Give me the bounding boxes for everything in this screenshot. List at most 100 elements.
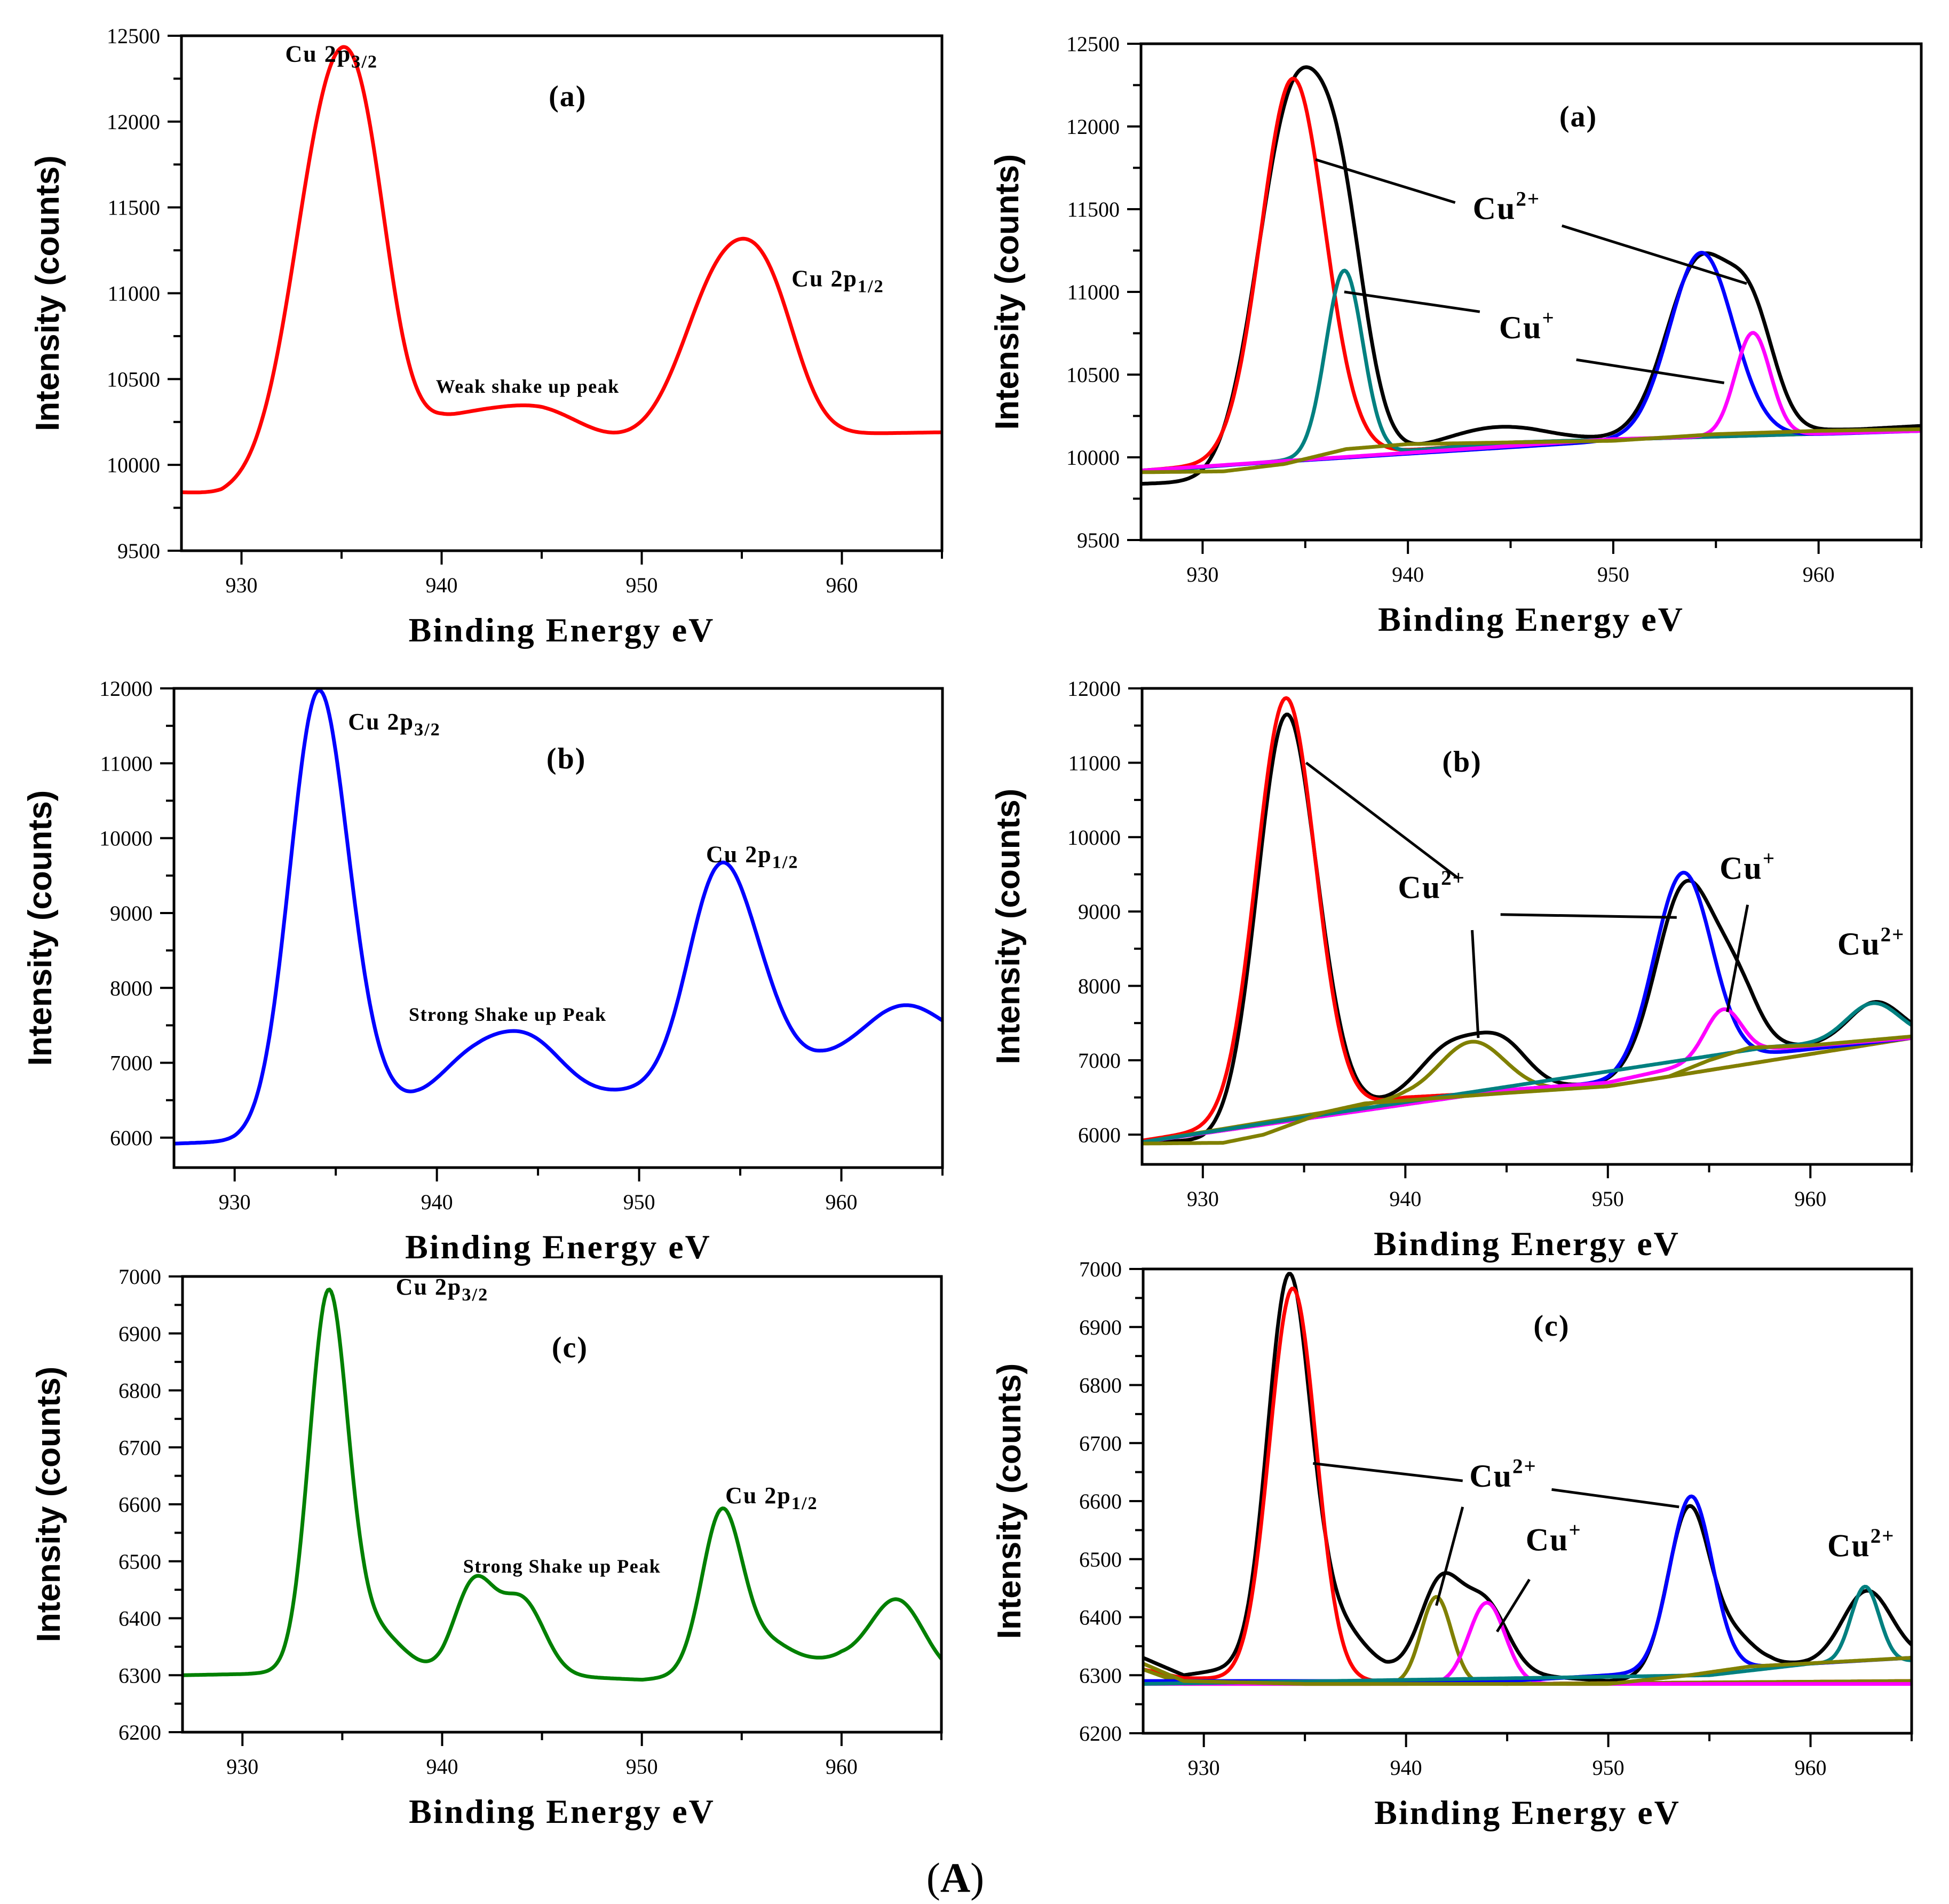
shake-up-label: Strong Shake up Peak	[409, 1004, 606, 1025]
chart-raw-b: 930 940 950 960 6000 7000 8000 9000 10000 11000 12…	[22, 677, 944, 1266]
y-tick-label: 10500	[1066, 363, 1120, 387]
y-tick-label: 6600	[118, 1493, 161, 1517]
y-tick-label: 6400	[1079, 1606, 1122, 1630]
y-tick-label: 6900	[1079, 1315, 1122, 1339]
y-tick-label: 10000	[107, 453, 160, 477]
y-tick-label: 6800	[118, 1379, 161, 1403]
leader-line	[1726, 905, 1749, 1012]
x-tick-label: 940	[1390, 1756, 1422, 1780]
series-line-1	[1143, 1272, 1912, 1683]
y-tick-label: 11000	[1067, 280, 1120, 304]
series-line-4	[1141, 251, 1921, 473]
leader-line	[1576, 358, 1725, 384]
x-axis-label: Binding Energy eV	[409, 611, 715, 649]
leader-line	[1344, 290, 1480, 313]
x-tick-label: 930	[226, 1755, 258, 1779]
shake-up-label: Strong Shake up Peak	[463, 1556, 661, 1577]
x-tick-label: 940	[426, 573, 458, 597]
series-line-1	[174, 688, 942, 1146]
chart-raw-c: 930 940 950 960 6200 6300 6400 6500 6600 6700 6800…	[30, 1265, 943, 1830]
y-tick-label: 12500	[1066, 32, 1120, 56]
y-tick-label: 6900	[118, 1322, 161, 1346]
species-label: Cu2+	[1469, 1455, 1536, 1494]
series-line-1	[1141, 65, 1921, 486]
series-line-1	[1142, 712, 1912, 1144]
y-tick-label: 12000	[1067, 677, 1121, 701]
leader-line	[1500, 913, 1677, 919]
y-tick-label: 10000	[99, 827, 153, 851]
y-tick-label: 7000	[110, 1051, 153, 1075]
x-tick-label: 960	[826, 1755, 858, 1779]
leader-line	[1315, 158, 1456, 204]
y-tick-label: 6700	[118, 1435, 161, 1459]
x-tick-label: 950	[626, 573, 658, 597]
y-tick-label: 6000	[1078, 1123, 1121, 1147]
figure-label: (A)	[926, 1854, 984, 1901]
y-tick-label: 10500	[107, 367, 160, 391]
x-tick-label: 930	[226, 573, 258, 597]
y-tick-label: 6800	[1079, 1374, 1122, 1398]
y-tick-label: 9000	[1078, 900, 1121, 924]
chart-raw-a: 930 940 950 960 9500 10000 10500 11000 11500 1200…	[29, 24, 944, 649]
series-line-6	[1142, 1001, 1912, 1144]
series-line-2	[1141, 76, 1921, 473]
series-line-1	[181, 45, 942, 495]
y-tick-label: 9500	[117, 539, 160, 563]
panel-label: (a)	[1559, 100, 1597, 133]
species-label: Cu+	[1720, 847, 1776, 886]
x-tick-label: 950	[626, 1755, 658, 1779]
y-tick-label: 10000	[1067, 826, 1121, 850]
panel-label: (c)	[552, 1331, 588, 1364]
y-tick-label: 6600	[1079, 1489, 1122, 1513]
series-line-4	[1143, 1601, 1912, 1686]
series-line-7	[1143, 1656, 1912, 1686]
series-line-2	[1142, 696, 1912, 1143]
y-tick-label: 11000	[1068, 751, 1121, 775]
x-tick-label: 930	[219, 1190, 251, 1214]
y-tick-label: 6500	[118, 1550, 161, 1574]
y-tick-label: 6200	[1079, 1721, 1122, 1746]
peak-label: Cu 2p3/2	[285, 41, 378, 72]
y-tick-label: 6700	[1079, 1431, 1122, 1455]
y-axis-label: Intensity (counts)	[30, 1367, 67, 1643]
plot-frame	[1140, 687, 1913, 1166]
x-tick-label: 930	[1188, 1756, 1220, 1780]
series-line-1	[183, 1287, 941, 1682]
y-tick-label: 11500	[107, 196, 160, 220]
leader-line	[1305, 761, 1459, 879]
y-tick-label: 12000	[99, 677, 153, 701]
panel-label: (b)	[1442, 745, 1481, 779]
x-tick-label: 950	[1593, 1756, 1625, 1780]
species-label: Cu2+	[1837, 923, 1905, 962]
x-tick-label: 940	[1389, 1187, 1421, 1211]
x-tick-label: 950	[623, 1190, 655, 1214]
species-label: Cu2+	[1473, 187, 1540, 226]
chart-fit-b: 930 940 950 960 6000 7000 8000 9000 10000 11000 12…	[990, 677, 1913, 1263]
chart-fit-c: 930 940 950 960 6200 6300 6400 6500 6600 6700 6800…	[991, 1257, 1913, 1831]
leader-line	[1471, 930, 1480, 1038]
x-tick-label: 940	[421, 1190, 453, 1214]
leader-line	[1561, 224, 1747, 285]
y-tick-label: 11500	[1067, 197, 1120, 221]
x-tick-label: 950	[1597, 562, 1629, 586]
series-line-2	[1143, 1287, 1912, 1686]
panel-label: (c)	[1533, 1310, 1570, 1343]
y-tick-label: 9000	[110, 901, 153, 925]
x-tick-label: 960	[1803, 562, 1835, 586]
y-tick-label: 6300	[118, 1663, 161, 1687]
y-tick-label: 6500	[1079, 1548, 1122, 1572]
peak-label: Cu 2p3/2	[348, 709, 441, 740]
y-tick-label: 6300	[1079, 1663, 1122, 1687]
x-axis-label: Binding Energy eV	[405, 1228, 711, 1266]
y-tick-label: 11000	[107, 282, 160, 306]
y-tick-label: 9500	[1077, 528, 1120, 552]
species-label: Cu+	[1499, 307, 1555, 345]
x-tick-label: 960	[826, 1190, 858, 1214]
y-tick-label: 6400	[118, 1607, 161, 1631]
x-tick-label: 960	[826, 573, 858, 597]
plot-frame	[172, 687, 944, 1169]
species-label: Cu2+	[1398, 867, 1465, 905]
series-line-6	[1143, 1584, 1912, 1686]
species-label: Cu2+	[1827, 1525, 1895, 1563]
